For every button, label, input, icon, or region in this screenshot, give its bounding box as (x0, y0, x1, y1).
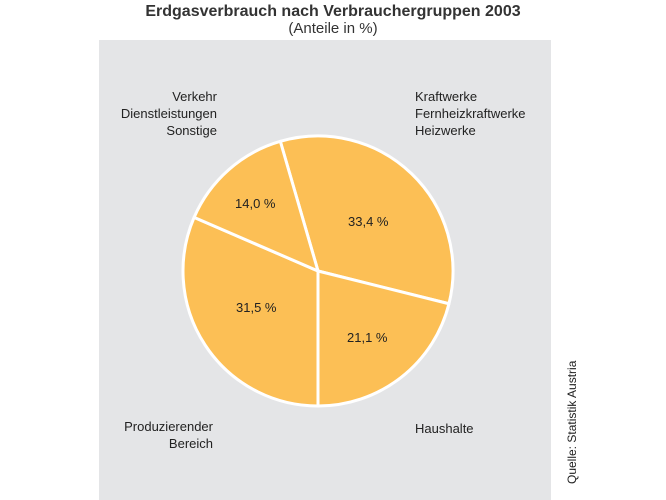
slice-verkehr (192, 139, 320, 273)
chart-subtitle: (Anteile in %) (288, 20, 378, 37)
value-label-verkehr: 14,0 % (235, 196, 276, 211)
label-verkehr: Verkehr Dienstleistungen Sonstige (120, 89, 217, 138)
value-label-haushalte: 21,1 % (347, 330, 388, 345)
value-label-produzierender: 31,5 % (236, 300, 277, 315)
slice-kraftwerke (278, 134, 455, 306)
slice-produzierender-bereich (181, 215, 320, 408)
chart-title: Erdgasverbrauch nach Verbrauchergruppen … (145, 3, 521, 20)
value-label-kraftwerke: 33,4 % (348, 214, 389, 229)
label-haushalte: Haushalte (415, 421, 474, 436)
source-note: Quelle: Statistik Austria (565, 360, 579, 484)
label-produzierender-bereich: Produzierender Bereich (124, 419, 213, 451)
label-kraftwerke: Kraftwerke Fernheizkraftwerke Heizwerke (415, 89, 526, 138)
slice-haushalte (316, 269, 451, 408)
